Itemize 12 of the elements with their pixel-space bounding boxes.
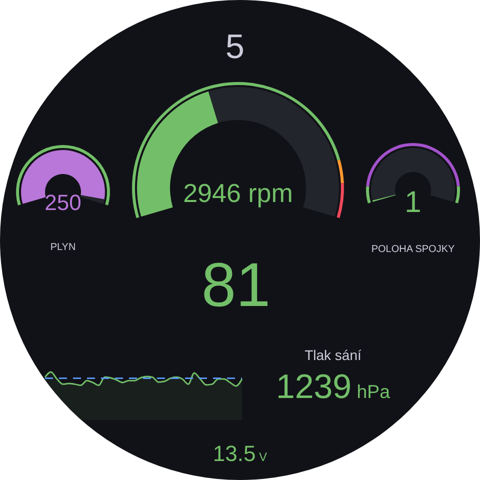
text: 5 bbox=[226, 28, 244, 66]
text: PLYN bbox=[50, 242, 76, 253]
text: POLOHA SPOJKY bbox=[371, 244, 456, 255]
text: V bbox=[256, 450, 268, 464]
text: 250 bbox=[44, 190, 82, 215]
text: 1 bbox=[404, 186, 422, 219]
text: 1239 bbox=[276, 368, 352, 406]
text: hPa bbox=[352, 381, 391, 402]
text: 2946 rpm bbox=[183, 178, 293, 208]
text: 13.5 bbox=[212, 441, 256, 466]
text: Tlak sání bbox=[304, 347, 362, 363]
text: 81 bbox=[202, 251, 270, 320]
